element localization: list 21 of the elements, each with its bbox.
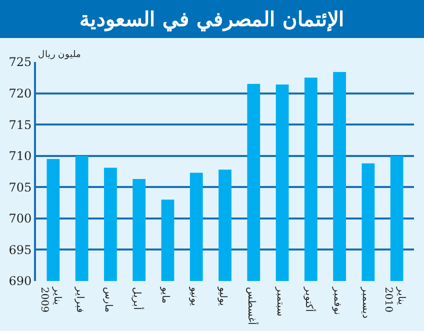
x-tick-label: أكتوبر xyxy=(302,286,316,312)
y-tick-label: 695 xyxy=(8,242,32,257)
y-tick-label: 720 xyxy=(8,86,32,100)
y-tick-label: 710 xyxy=(8,149,32,164)
y-tick-label: 705 xyxy=(8,180,32,194)
x-tick-label: يوليو xyxy=(217,286,228,306)
y-tick-label: 715 xyxy=(8,118,32,132)
y-tick-label: 725 xyxy=(8,55,32,70)
x-tick-label: أبريل xyxy=(131,287,144,310)
x-tick-label: أغسطس xyxy=(246,287,259,325)
x-tick-label: ديسمبر xyxy=(360,286,372,318)
x-tick-label: يونيو xyxy=(188,286,200,306)
chart-title: الإئتمان المصرفي في السعودية xyxy=(0,0,424,38)
y-tick-label: 700 xyxy=(8,212,32,226)
x-tick-label: سبتمبر xyxy=(274,286,286,316)
y-tick-label: 690 xyxy=(8,274,32,288)
x-tick-label: مايو xyxy=(160,286,171,303)
x-tick-label: فبراير xyxy=(74,286,85,313)
x-tick-label: نوفمبر xyxy=(332,286,343,315)
x-tick-label: مارس xyxy=(102,287,114,312)
y-axis-title: مليون ريال xyxy=(38,50,81,60)
